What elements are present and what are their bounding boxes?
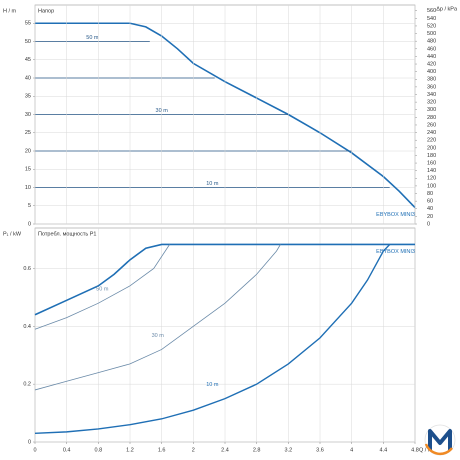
y2-tick-label: 260 bbox=[427, 122, 436, 128]
x-tick-label: 4.4 bbox=[380, 447, 388, 453]
y2-tick-label: 480 bbox=[427, 39, 436, 45]
y2-tick-label: 340 bbox=[427, 92, 436, 98]
y-tick-label: 15 bbox=[25, 167, 31, 173]
series-label: 30 m bbox=[152, 333, 165, 339]
series-label: 10 m bbox=[206, 181, 219, 187]
series-label: EBYBOX MINI3 bbox=[376, 212, 415, 218]
series-line bbox=[34, 244, 170, 330]
series-label: 50 m bbox=[96, 287, 109, 293]
series-label: EBYBOX MINI3 bbox=[376, 249, 415, 255]
y-tick-label: 0.2 bbox=[23, 382, 31, 388]
logo bbox=[424, 424, 456, 456]
y2-tick-label: 460 bbox=[427, 46, 436, 52]
y2-tick-label: 80 bbox=[427, 191, 433, 197]
x-tick-label: 2.8 bbox=[253, 447, 261, 453]
y2-tick-label: 220 bbox=[427, 138, 436, 144]
y-tick-label: 45 bbox=[25, 57, 31, 63]
y2-tick-label: 140 bbox=[427, 168, 436, 174]
y-tick-label: 55 bbox=[25, 21, 31, 27]
x-tick-label: 1.6 bbox=[158, 447, 166, 453]
y2-axis-label: Δp / kPa bbox=[436, 6, 458, 12]
series-label: 50 m bbox=[86, 35, 99, 41]
y-tick-label: 5 bbox=[28, 203, 31, 209]
x-tick-label: 2 bbox=[192, 447, 195, 453]
y2-tick-label: 100 bbox=[427, 183, 436, 189]
y-tick-label: 0 bbox=[28, 439, 31, 445]
y-tick-label: 50 bbox=[25, 39, 31, 45]
series-line bbox=[34, 244, 281, 391]
y2-tick-label: 440 bbox=[427, 54, 436, 60]
y2-tick-label: 20 bbox=[427, 214, 433, 220]
x-tick-label: 1.2 bbox=[126, 447, 134, 453]
y-tick-label: 35 bbox=[25, 94, 31, 100]
y-axis-label: P₁ / kW bbox=[3, 231, 22, 237]
y2-tick-label: 120 bbox=[427, 176, 436, 182]
y2-tick-label: 280 bbox=[427, 115, 436, 121]
y2-tick-label: 60 bbox=[427, 199, 433, 205]
series-label: 10 m bbox=[206, 382, 219, 388]
panel-title: Напор bbox=[38, 8, 54, 14]
x-tick-label: 4 bbox=[350, 447, 353, 453]
y2-tick-label: 300 bbox=[427, 107, 436, 113]
x-tick-label: 4.8 bbox=[411, 447, 419, 453]
y-tick-label: 0.6 bbox=[23, 266, 31, 272]
y2-tick-label: 400 bbox=[427, 69, 436, 75]
x-tick-label: 2.4 bbox=[221, 447, 229, 453]
series-line bbox=[34, 244, 391, 435]
y2-tick-label: 520 bbox=[427, 23, 436, 29]
y-tick-label: 40 bbox=[25, 75, 31, 81]
x-tick-label: 0 bbox=[33, 447, 36, 453]
y2-tick-label: 240 bbox=[427, 130, 436, 136]
y2-tick-label: 560 bbox=[427, 8, 436, 14]
y2-tick-label: 360 bbox=[427, 84, 436, 90]
y2-tick-label: 540 bbox=[427, 16, 436, 22]
y2-tick-label: 180 bbox=[427, 153, 436, 159]
y2-tick-label: 500 bbox=[427, 31, 436, 37]
y2-tick-label: 0 bbox=[427, 221, 430, 227]
y2-tick-label: 160 bbox=[427, 161, 436, 167]
y-tick-label: 25 bbox=[25, 130, 31, 136]
y2-tick-label: 320 bbox=[427, 100, 436, 106]
y-tick-label: 20 bbox=[25, 148, 31, 154]
y2-tick-label: 200 bbox=[427, 145, 436, 151]
x-tick-label: 3.2 bbox=[285, 447, 293, 453]
x-tick-label: 3.6 bbox=[316, 447, 324, 453]
series-line bbox=[34, 243, 415, 316]
panel-title: Потребл. мощность P1 bbox=[38, 231, 97, 237]
y-tick-label: 10 bbox=[25, 185, 31, 191]
y-tick-label: 0.4 bbox=[23, 324, 31, 330]
y2-tick-label: 380 bbox=[427, 77, 436, 83]
y-axis-label: H / m bbox=[3, 8, 17, 14]
x-tick-label: 0.4 bbox=[63, 447, 71, 453]
y2-tick-label: 420 bbox=[427, 61, 436, 67]
x-tick-label: 0.8 bbox=[95, 447, 103, 453]
y-tick-label: 30 bbox=[25, 112, 31, 118]
series-line bbox=[35, 22, 416, 209]
y2-tick-label: 40 bbox=[427, 206, 433, 212]
y-tick-label: 0 bbox=[28, 221, 31, 227]
